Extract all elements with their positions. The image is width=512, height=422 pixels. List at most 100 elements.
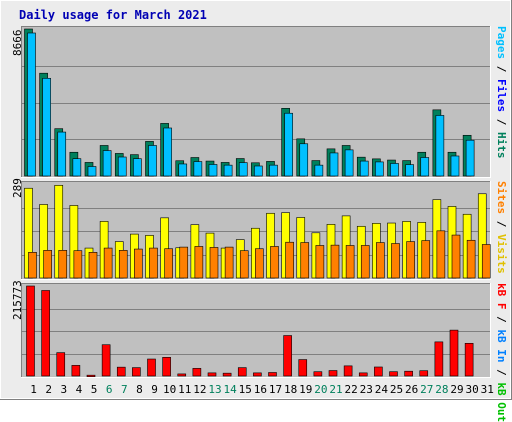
bar-kbf — [101, 344, 111, 377]
bar-kbf — [56, 352, 66, 377]
bar-sites — [406, 241, 415, 279]
bar-pages — [223, 164, 233, 177]
day-tick-label: 30 — [466, 383, 479, 396]
legend-top: Pages / Files / Hits — [495, 26, 508, 159]
bar-pages — [102, 150, 112, 177]
bar-sites — [164, 248, 173, 279]
bar-kbf — [464, 342, 474, 377]
bar-pages — [72, 158, 82, 177]
page-title: Daily usage for March 2021 — [19, 8, 207, 22]
bar-sites — [270, 246, 279, 279]
day-tick-label: 27 — [420, 383, 433, 396]
day-tick-label: 17 — [269, 383, 282, 396]
bar-pages — [329, 152, 339, 177]
day-tick-label: 2 — [45, 383, 52, 396]
day-tick-label: 23 — [360, 383, 373, 396]
day-tick-label: 3 — [60, 383, 67, 396]
bar-sites — [481, 244, 491, 279]
bar-pages — [314, 164, 324, 177]
bar-sites — [360, 245, 370, 279]
bar-pages — [405, 164, 414, 177]
legend-separator: / — [495, 214, 508, 234]
bar-kbf — [177, 373, 187, 377]
frame-border-light — [0, 0, 511, 399]
bar-sites — [28, 252, 37, 279]
bar-sites — [466, 239, 476, 279]
bar-sites — [149, 247, 158, 279]
bar-kbf — [192, 368, 202, 377]
day-tick-label: 18 — [284, 383, 297, 396]
bar-pages — [27, 32, 36, 177]
day-tick-label: 9 — [151, 383, 158, 396]
day-tick-label: 13 — [208, 383, 221, 396]
day-tick-label: 8 — [136, 383, 143, 396]
bar-sites — [300, 242, 310, 279]
day-tick-label: 19 — [299, 383, 312, 396]
bar-kbf — [162, 357, 171, 377]
bar-sites — [73, 250, 83, 279]
bar-pages — [238, 162, 248, 177]
bar-pages — [284, 112, 293, 177]
day-tick-label: 28 — [435, 383, 448, 396]
day-tick-label: 22 — [345, 383, 358, 396]
legend-sites: Sites — [495, 181, 508, 215]
bar-pages — [163, 127, 172, 177]
day-tick-label: 16 — [254, 383, 267, 396]
bar-sites — [436, 230, 446, 279]
legend-separator: / — [495, 59, 508, 79]
bar-kbf — [207, 372, 217, 377]
bar-pages — [133, 158, 142, 177]
bar-pages — [208, 164, 218, 177]
bar-sites — [58, 250, 68, 279]
bar-sites — [118, 250, 128, 279]
day-tick-label: 11 — [178, 383, 191, 396]
day-tick-label: 31 — [481, 383, 494, 396]
bar-kbf — [71, 365, 81, 377]
bar-kbf — [116, 366, 126, 377]
bar-pages — [254, 165, 263, 177]
bar-pages — [450, 155, 460, 177]
day-tick-label: 1 — [30, 383, 37, 396]
day-tick-label: 29 — [450, 383, 463, 396]
legend-bottom: kB F / kB In / kB Out — [495, 283, 508, 422]
bar-kbf — [283, 335, 292, 377]
bar-kbf — [434, 341, 444, 377]
legend-mid: Sites / Visits — [495, 181, 508, 274]
ymax-label-kbytes: 215773 — [11, 280, 24, 320]
bar-kbf — [132, 367, 141, 377]
bar-kbf — [26, 285, 35, 377]
bar-kbf — [358, 372, 368, 377]
ymax-label-visits: 289 — [11, 178, 24, 198]
legend-visits: Visits — [495, 234, 508, 274]
bar-pages — [87, 166, 97, 177]
bar-kbf — [328, 370, 338, 377]
bar-pages — [375, 161, 384, 177]
bar-sites — [391, 243, 400, 279]
bar-pages — [269, 164, 278, 177]
bar-kbf — [237, 367, 247, 377]
bar-sites — [43, 250, 52, 279]
day-tick-label: 7 — [121, 383, 128, 396]
bar-sites — [239, 250, 249, 279]
day-tick-label: 25 — [390, 383, 403, 396]
bar-pages — [435, 115, 445, 177]
legend-files: Files — [495, 79, 508, 113]
bar-pages — [148, 145, 157, 177]
ymax-label-hits: 8666 — [11, 29, 24, 57]
day-tick-label: 5 — [91, 383, 98, 396]
bar-sites — [285, 241, 294, 279]
bar-kbf — [449, 329, 459, 377]
day-tick-label: 26 — [405, 383, 418, 396]
day-tick-label: 24 — [375, 383, 389, 396]
bar-pages — [420, 157, 430, 177]
bar-kbf — [222, 372, 232, 377]
bar-sites — [209, 247, 219, 279]
day-tick-label: 12 — [193, 383, 206, 396]
bar-pages — [117, 156, 127, 177]
bar-sites — [194, 246, 204, 279]
bar-kbf — [268, 372, 277, 377]
bar-sites — [255, 248, 264, 279]
panel-background — [21, 26, 491, 178]
bar-pages — [193, 161, 203, 177]
